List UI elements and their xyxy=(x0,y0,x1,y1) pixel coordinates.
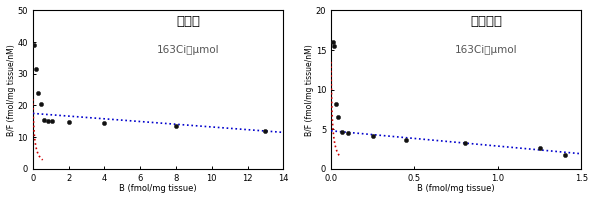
Y-axis label: B/F (fmol/mg tissue/nM): B/F (fmol/mg tissue/nM) xyxy=(305,44,314,136)
X-axis label: B (fmol/mg tissue): B (fmol/mg tissue) xyxy=(418,184,495,193)
X-axis label: B (fmol/mg tissue): B (fmol/mg tissue) xyxy=(119,184,197,193)
Text: 線条体: 線条体 xyxy=(176,15,200,28)
Text: 大脳皮質: 大脳皮質 xyxy=(470,15,502,28)
Text: 163Ci／μmol: 163Ci／μmol xyxy=(455,45,518,55)
Text: 163Ci／μmol: 163Ci／μmol xyxy=(157,45,220,55)
Y-axis label: B/F (fmol/mg tissue/nM): B/F (fmol/mg tissue/nM) xyxy=(7,44,16,136)
